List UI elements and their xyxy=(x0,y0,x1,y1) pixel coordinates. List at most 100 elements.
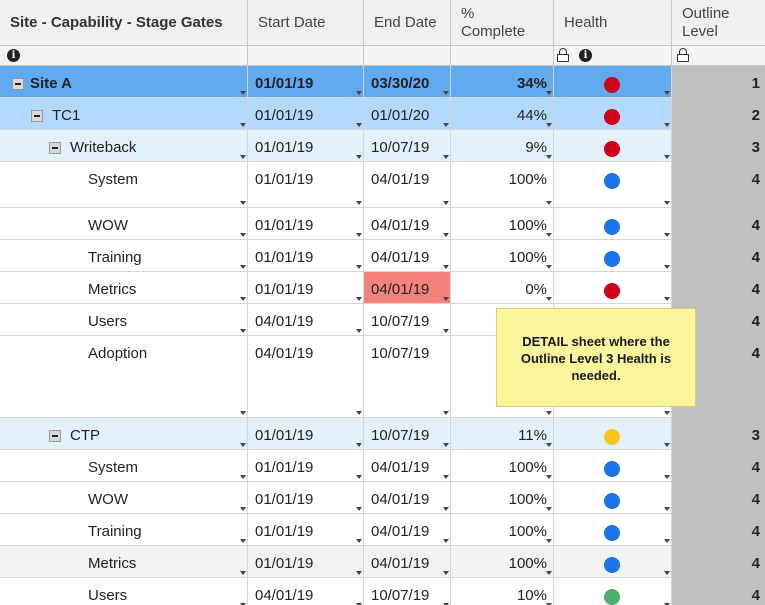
cell-dropdown-marker[interactable] xyxy=(240,265,246,269)
cell-dropdown-marker[interactable] xyxy=(443,443,449,447)
percent-complete-cell[interactable]: 100% xyxy=(451,482,554,514)
start-date-cell[interactable]: 04/01/19 xyxy=(248,336,364,418)
task-name-cell[interactable]: WOW xyxy=(0,482,248,514)
cell-dropdown-marker[interactable] xyxy=(356,507,362,511)
start-date-cell[interactable]: 01/01/19 xyxy=(248,418,364,450)
start-date-cell[interactable]: 01/01/19 xyxy=(248,450,364,482)
cell-dropdown-marker[interactable] xyxy=(546,507,552,511)
table-row[interactable]: TC1 01/01/19 01/01/20 44% 2 xyxy=(0,98,765,130)
cell-dropdown-marker[interactable] xyxy=(443,507,449,511)
cell-dropdown-marker[interactable] xyxy=(443,91,449,95)
health-cell[interactable] xyxy=(554,514,672,546)
table-row[interactable]: System 01/01/19 04/01/19 100% 4 xyxy=(0,162,765,208)
cell-dropdown-marker[interactable] xyxy=(664,123,670,127)
cell-dropdown-marker[interactable] xyxy=(443,539,449,543)
end-date-cell[interactable]: 04/01/19 xyxy=(364,514,451,546)
table-row[interactable]: Training 01/01/19 04/01/19 100% 4 xyxy=(0,514,765,546)
percent-complete-cell[interactable]: 100% xyxy=(451,450,554,482)
cell-dropdown-marker[interactable] xyxy=(240,443,246,447)
cell-dropdown-marker[interactable] xyxy=(664,297,670,301)
table-row[interactable]: Training 01/01/19 04/01/19 100% 4 xyxy=(0,240,765,272)
cell-dropdown-marker[interactable] xyxy=(240,233,246,237)
task-name-cell[interactable]: WOW xyxy=(0,208,248,240)
cell-dropdown-marker[interactable] xyxy=(664,265,670,269)
outline-level-cell[interactable]: 4 xyxy=(672,208,765,240)
cell-dropdown-marker[interactable] xyxy=(356,329,362,333)
lock-icon[interactable] xyxy=(557,48,569,62)
cell-dropdown-marker[interactable] xyxy=(356,233,362,237)
cell-dropdown-marker[interactable] xyxy=(546,265,552,269)
start-date-cell[interactable]: 01/01/19 xyxy=(248,66,364,98)
health-cell[interactable] xyxy=(554,546,672,578)
start-date-cell[interactable]: 01/01/19 xyxy=(248,482,364,514)
task-name-cell[interactable]: Metrics xyxy=(0,272,248,304)
health-cell[interactable] xyxy=(554,130,672,162)
end-date-cell[interactable]: 04/01/19 xyxy=(364,272,451,304)
cell-dropdown-marker[interactable] xyxy=(664,443,670,447)
column-header-end-date[interactable]: End Date xyxy=(364,0,451,46)
end-date-cell[interactable]: 10/07/19 xyxy=(364,336,451,418)
cell-dropdown-marker[interactable] xyxy=(443,297,449,301)
outline-level-cell[interactable]: 4 xyxy=(672,450,765,482)
cell-dropdown-marker[interactable] xyxy=(546,443,552,447)
cell-dropdown-marker[interactable] xyxy=(546,123,552,127)
end-date-cell[interactable]: 10/07/19 xyxy=(364,304,451,336)
percent-complete-cell[interactable]: 9% xyxy=(451,130,554,162)
health-cell[interactable] xyxy=(554,240,672,272)
table-row[interactable]: WOW 01/01/19 04/01/19 100% 4 xyxy=(0,482,765,514)
cell-dropdown-marker[interactable] xyxy=(664,91,670,95)
column-header-outline-level[interactable]: Outline Level xyxy=(672,0,765,46)
cell-dropdown-marker[interactable] xyxy=(240,411,246,415)
percent-complete-cell[interactable]: 100% xyxy=(451,514,554,546)
cell-dropdown-marker[interactable] xyxy=(240,507,246,511)
cell-dropdown-marker[interactable] xyxy=(356,123,362,127)
outline-level-cell[interactable]: 1 xyxy=(672,66,765,98)
task-name-cell[interactable]: CTP xyxy=(0,418,248,450)
cell-dropdown-marker[interactable] xyxy=(664,507,670,511)
end-date-cell[interactable]: 01/01/20 xyxy=(364,98,451,130)
end-date-cell[interactable]: 04/01/19 xyxy=(364,162,451,208)
start-date-cell[interactable]: 01/01/19 xyxy=(248,162,364,208)
health-cell[interactable] xyxy=(554,208,672,240)
start-date-cell[interactable]: 01/01/19 xyxy=(248,130,364,162)
task-name-cell[interactable]: Training xyxy=(0,240,248,272)
end-date-cell[interactable]: 04/01/19 xyxy=(364,546,451,578)
task-name-cell[interactable]: Site A xyxy=(0,66,248,98)
cell-dropdown-marker[interactable] xyxy=(443,201,449,205)
task-name-cell[interactable]: Writeback xyxy=(0,130,248,162)
outline-level-cell[interactable]: 4 xyxy=(672,482,765,514)
table-row[interactable]: CTP 01/01/19 10/07/19 11% 3 xyxy=(0,418,765,450)
cell-dropdown-marker[interactable] xyxy=(356,265,362,269)
health-cell[interactable] xyxy=(554,98,672,130)
column-header-health[interactable]: Health xyxy=(554,0,672,46)
start-date-cell[interactable]: 01/01/19 xyxy=(248,272,364,304)
health-cell[interactable] xyxy=(554,482,672,514)
cell-dropdown-marker[interactable] xyxy=(356,603,362,605)
cell-dropdown-marker[interactable] xyxy=(443,233,449,237)
cell-dropdown-marker[interactable] xyxy=(546,201,552,205)
info-icon[interactable]: i xyxy=(7,49,20,62)
table-row[interactable]: Writeback 01/01/19 10/07/19 9% 3 xyxy=(0,130,765,162)
table-row[interactable]: WOW 01/01/19 04/01/19 100% 4 xyxy=(0,208,765,240)
percent-complete-cell[interactable]: 100% xyxy=(451,208,554,240)
cell-dropdown-marker[interactable] xyxy=(356,539,362,543)
percent-complete-cell[interactable]: 100% xyxy=(451,546,554,578)
cell-dropdown-marker[interactable] xyxy=(240,201,246,205)
collapse-toggle-icon[interactable] xyxy=(12,78,24,90)
table-row[interactable]: System 01/01/19 04/01/19 100% 4 xyxy=(0,450,765,482)
cell-dropdown-marker[interactable] xyxy=(546,539,552,543)
cell-dropdown-marker[interactable] xyxy=(240,91,246,95)
start-date-cell[interactable]: 01/01/19 xyxy=(248,240,364,272)
outline-level-cell[interactable]: 4 xyxy=(672,272,765,304)
start-date-cell[interactable]: 01/01/19 xyxy=(248,208,364,240)
cell-dropdown-marker[interactable] xyxy=(356,443,362,447)
cell-dropdown-marker[interactable] xyxy=(356,297,362,301)
cell-dropdown-marker[interactable] xyxy=(356,201,362,205)
cell-dropdown-marker[interactable] xyxy=(546,603,552,605)
end-date-cell[interactable]: 04/01/19 xyxy=(364,240,451,272)
cell-dropdown-marker[interactable] xyxy=(240,603,246,605)
column-header-primary[interactable]: Site - Capability - Stage Gates xyxy=(0,0,248,46)
cell-dropdown-marker[interactable] xyxy=(664,571,670,575)
outline-level-cell[interactable]: 4 xyxy=(672,546,765,578)
column-header-percent-complete[interactable]: % Complete xyxy=(451,0,554,46)
